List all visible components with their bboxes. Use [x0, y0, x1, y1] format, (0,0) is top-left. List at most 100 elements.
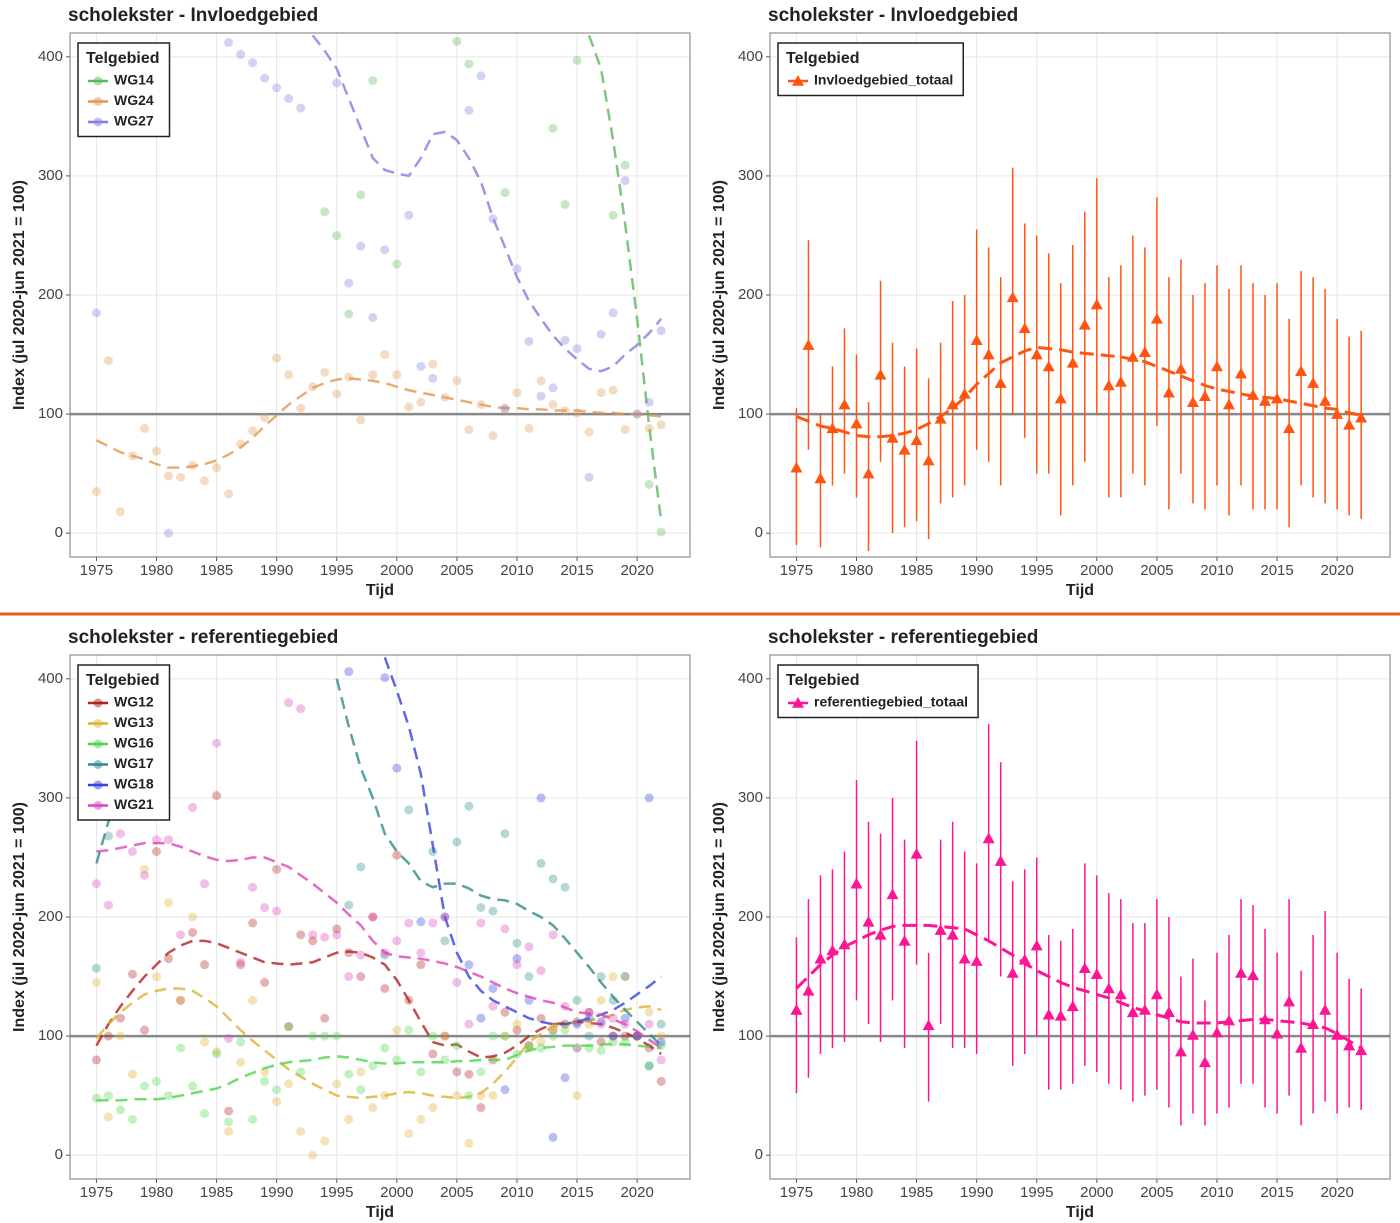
data-point [332, 1079, 342, 1089]
data-point [814, 952, 827, 964]
data-point [1319, 394, 1332, 406]
data-point [176, 930, 186, 940]
data-point [224, 489, 234, 499]
y-tick-label: 0 [755, 524, 763, 541]
data-point [200, 879, 210, 889]
data-point [356, 190, 366, 200]
data-point [356, 1085, 366, 1095]
x-axis-label: Tijd [366, 582, 394, 599]
legend-title: Telgebied [786, 50, 860, 67]
data-point [344, 309, 354, 319]
data-point [1042, 360, 1055, 372]
data-point [1271, 1027, 1284, 1039]
data-point [127, 1114, 137, 1124]
trend-line [311, 34, 663, 373]
x-tick-label: 2010 [500, 562, 533, 579]
data-point [802, 339, 815, 350]
data-point [596, 1019, 606, 1029]
data-point [1078, 962, 1091, 974]
x-axis-label: Tijd [366, 1204, 394, 1221]
data-point [572, 344, 582, 354]
legend-label: WG17 [114, 755, 154, 771]
data-point [1102, 982, 1115, 994]
data-point [416, 1067, 426, 1077]
y-tick-label: 400 [738, 670, 763, 687]
data-point [332, 230, 342, 240]
data-point [212, 1047, 222, 1057]
data-point [608, 1013, 618, 1023]
data-point [91, 963, 101, 973]
data-point [392, 259, 402, 269]
data-point [320, 367, 330, 377]
data-point [164, 898, 174, 908]
x-tick-label: 1980 [840, 1184, 873, 1201]
legend-label: Invloedgebied_totaal [814, 72, 953, 88]
data-point [164, 471, 174, 481]
data-point [464, 1138, 474, 1148]
data-point [428, 918, 438, 928]
data-point [356, 1067, 366, 1077]
data-point [332, 930, 342, 940]
data-point [464, 1091, 474, 1101]
data-point [572, 1043, 582, 1053]
data-point [476, 1103, 486, 1113]
y-tick-label: 400 [738, 48, 763, 65]
data-point [560, 882, 570, 892]
data-point [1355, 411, 1368, 423]
data-point [127, 1069, 137, 1079]
data-point [296, 1126, 306, 1136]
data-point [958, 387, 971, 399]
data-point [308, 930, 318, 940]
data-point [392, 1025, 402, 1035]
data-point [814, 472, 827, 484]
y-tick-label: 300 [738, 167, 763, 184]
data-point [464, 801, 474, 811]
legend: Telgebied Invloedgebied_totaal [777, 42, 964, 97]
data-point [476, 71, 486, 81]
data-point [188, 927, 198, 937]
data-point [296, 704, 306, 714]
data-point [404, 1129, 414, 1139]
x-tick-label: 2005 [440, 562, 473, 579]
data-point [572, 1043, 582, 1053]
legend: Telgebied WG14 WG24 WG27 [77, 42, 171, 138]
data-point [416, 917, 426, 927]
y-tick-label: 200 [738, 908, 763, 925]
y-tick-label: 200 [738, 286, 763, 303]
data-point [139, 423, 149, 433]
plot-border [69, 32, 691, 558]
data-point [862, 467, 875, 479]
data-point [164, 1091, 174, 1101]
data-point [994, 855, 1007, 866]
data-point [368, 370, 378, 380]
plot-border [769, 32, 1391, 558]
x-tick-label: 2015 [1260, 1184, 1293, 1201]
data-point [536, 391, 546, 401]
data-point [320, 1031, 330, 1041]
data-point [296, 403, 306, 413]
x-tick-label: 2015 [560, 1184, 593, 1201]
chart-title: scholekster - Invloedgebied [68, 5, 318, 26]
trend-line [96, 1043, 662, 1102]
data-point [644, 397, 654, 407]
data-point [392, 850, 402, 860]
x-tick-label: 2015 [560, 562, 593, 579]
data-point [260, 73, 270, 83]
data-point [524, 972, 534, 982]
legend-title: Telgebied [86, 672, 160, 689]
data-point [248, 918, 258, 928]
data-point [596, 1045, 606, 1055]
trend-line [383, 656, 662, 1026]
data-point [874, 928, 887, 940]
data-point [356, 950, 366, 960]
data-point [802, 984, 815, 996]
data-point [176, 1043, 186, 1053]
x-tick-label: 2005 [440, 1184, 473, 1201]
data-point [500, 829, 510, 839]
data-point [1114, 988, 1127, 1000]
data-point [488, 906, 498, 916]
x-tick-label: 1995 [1020, 562, 1053, 579]
data-point [380, 983, 390, 993]
legend-symbol [93, 760, 103, 769]
data-point [572, 995, 582, 1005]
